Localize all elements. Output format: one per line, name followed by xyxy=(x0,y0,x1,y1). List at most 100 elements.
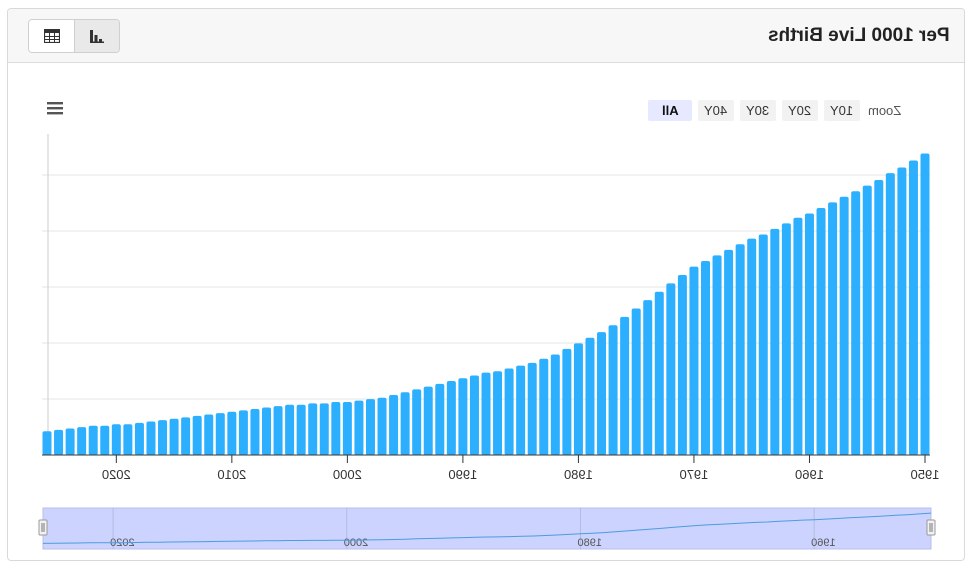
x-tick-label-1970: 1970 xyxy=(679,467,708,482)
bar-2015 xyxy=(169,418,179,455)
bar-1978 xyxy=(597,332,607,455)
bar-2019 xyxy=(123,424,133,455)
navigator-label-1960: 1960 xyxy=(811,537,835,549)
bar-1983 xyxy=(539,358,549,455)
card-header: Per 1000 Live Births xyxy=(8,9,964,63)
bar-2016 xyxy=(158,420,168,455)
bar-2014 xyxy=(181,417,191,455)
bar-1980 xyxy=(573,343,583,455)
bar-1951 xyxy=(908,160,918,455)
bar-1988 xyxy=(481,372,491,455)
bar-1969 xyxy=(700,261,710,455)
bar-1958 xyxy=(828,202,838,455)
bar-chart: 1950 1960 1970 1980 1990 2000 2010 2020 1960 198… xyxy=(38,134,940,550)
zoom-30y-button[interactable]: 30Y xyxy=(740,99,776,121)
navigator-handle-right[interactable] xyxy=(926,519,936,536)
bar-1961 xyxy=(793,217,803,455)
bar-1972 xyxy=(666,283,676,455)
x-tick-label-2020: 2020 xyxy=(102,467,131,482)
navigator-mask xyxy=(42,507,932,550)
bar-1962 xyxy=(781,223,791,455)
bar-1991 xyxy=(446,381,456,455)
bar-2023 xyxy=(77,427,87,455)
bar-1976 xyxy=(620,316,630,455)
bar-1953 xyxy=(885,173,895,455)
hamburger-menu-icon[interactable] xyxy=(46,100,68,118)
bar-1990 xyxy=(458,378,468,455)
bar-1982 xyxy=(550,354,560,455)
zoom-20y-button[interactable]: 20Y xyxy=(782,99,818,121)
bar-2005 xyxy=(285,404,295,455)
bar-1994 xyxy=(412,389,422,455)
x-tick-label-1950: 1950 xyxy=(911,467,940,482)
zoom-10y-button[interactable]: 10Y xyxy=(824,99,860,121)
bar-1997 xyxy=(377,397,387,455)
bar-1995 xyxy=(400,392,410,455)
bar-1986 xyxy=(504,368,514,455)
chart-card: Per 1000 Live Births Zoom 10Y 20Y 30Y 40… xyxy=(7,8,965,561)
bar-2022 xyxy=(88,425,98,455)
bar-2020 xyxy=(111,424,121,455)
zoom-all-button[interactable]: All xyxy=(648,99,692,121)
bar-1970 xyxy=(689,266,699,455)
bar-1974 xyxy=(643,300,653,455)
bar-1973 xyxy=(654,291,664,455)
chart-view-button[interactable] xyxy=(74,20,119,52)
bar-1971 xyxy=(677,274,687,455)
bar-1999 xyxy=(354,400,364,455)
bar-2001 xyxy=(331,401,341,455)
bar-1965 xyxy=(747,238,757,455)
bar-1975 xyxy=(631,308,641,455)
bar-1987 xyxy=(493,371,503,455)
bar-2008 xyxy=(250,408,260,455)
bar-1967 xyxy=(724,249,734,455)
zoom-40y-button[interactable]: 40Y xyxy=(698,99,734,121)
bar-2006 xyxy=(273,406,283,455)
bar-1960 xyxy=(804,213,814,455)
bar-1957 xyxy=(839,196,849,456)
bar-1954 xyxy=(874,180,884,455)
bar-1968 xyxy=(712,255,722,455)
bar-2010 xyxy=(227,411,237,455)
bar-2012 xyxy=(204,414,214,455)
bar-2009 xyxy=(238,410,248,455)
bar-1977 xyxy=(608,325,618,455)
bar-1979 xyxy=(585,337,595,455)
bar-2003 xyxy=(308,403,318,455)
zoom-range-selector: Zoom 10Y 20Y 30Y 40Y All xyxy=(648,99,903,121)
table-view-button[interactable] xyxy=(29,20,74,52)
bar-2002 xyxy=(319,403,329,455)
navigator-label-1980: 1980 xyxy=(577,537,601,549)
navigator-handle-left[interactable] xyxy=(38,519,48,536)
bar-1984 xyxy=(527,362,537,455)
x-tick-label-1990: 1990 xyxy=(448,467,477,482)
bar-1952 xyxy=(897,167,907,455)
bar-2018 xyxy=(134,422,144,455)
navigator-label-2000: 2000 xyxy=(344,537,368,549)
bar-2017 xyxy=(146,421,156,455)
bar-1989 xyxy=(469,375,479,455)
bar-2024 xyxy=(65,428,75,455)
bar-2025 xyxy=(54,429,64,455)
bar-2007 xyxy=(261,407,271,455)
bar-2000 xyxy=(342,401,352,455)
bar-1992 xyxy=(435,383,445,455)
navigator-series-line xyxy=(42,512,932,544)
table-icon xyxy=(43,29,60,43)
bar-1966 xyxy=(735,244,745,455)
view-toggle xyxy=(28,19,120,53)
bar-1981 xyxy=(562,348,572,455)
bar-1950 xyxy=(920,153,930,456)
x-tick-label-1980: 1980 xyxy=(564,467,593,482)
bar-1964 xyxy=(758,234,768,455)
bar-2013 xyxy=(192,415,202,455)
bar-2004 xyxy=(296,404,306,455)
x-tick-label-2010: 2010 xyxy=(217,467,246,482)
bar-chart-icon xyxy=(90,29,104,43)
bar-2026 xyxy=(42,431,52,455)
bar-1996 xyxy=(389,394,399,455)
bar-1959 xyxy=(816,207,826,455)
bar-1998 xyxy=(365,399,375,455)
x-tick-label-2000: 2000 xyxy=(333,467,362,482)
bar-1956 xyxy=(851,191,861,455)
